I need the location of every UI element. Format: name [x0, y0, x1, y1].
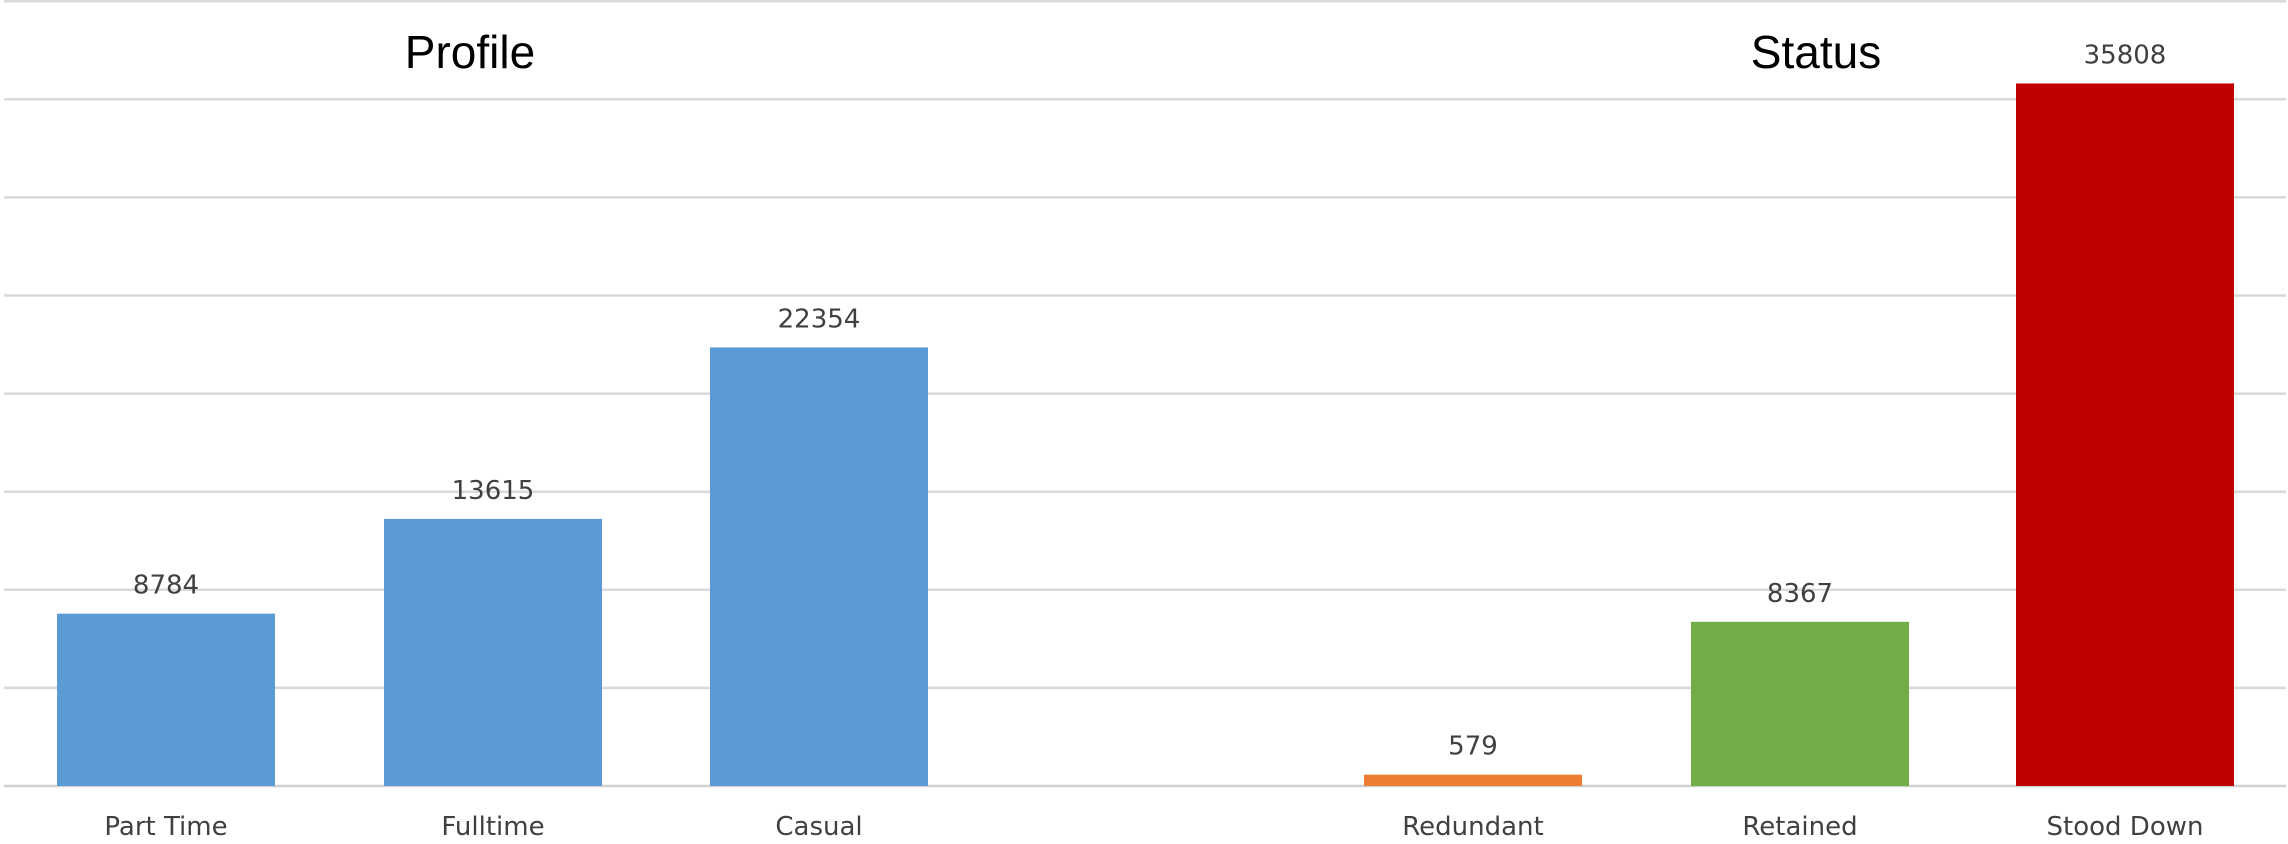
category-label-redundant: Redundant	[1402, 812, 1543, 842]
bar-stood-down	[2016, 83, 2234, 787]
data-label-part-time: 8784	[133, 571, 199, 601]
category-label-fulltime: Fulltime	[441, 812, 544, 842]
data-label-stood-down: 35808	[2084, 40, 2167, 70]
data-label-redundant: 579	[1448, 732, 1498, 762]
bar-part-time	[57, 613, 275, 786]
data-label-retained: 8367	[1767, 579, 1833, 609]
category-label-part-time: Part Time	[104, 812, 227, 842]
bar-retained	[1691, 621, 1909, 786]
category-label-stood-down: Stood Down	[2047, 812, 2204, 842]
bars	[57, 83, 2234, 787]
panel-title-status: Status	[1751, 26, 1881, 78]
category-label-casual: Casual	[775, 812, 862, 842]
data-label-fulltime: 13615	[452, 476, 535, 506]
gridlines	[4, 0, 2286, 788]
category-label-retained: Retained	[1742, 812, 1857, 842]
bar-redundant	[1364, 774, 1582, 786]
panel-title-profile: Profile	[405, 26, 535, 78]
bar-fulltime	[384, 518, 602, 786]
data-label-casual: 22354	[778, 304, 861, 334]
labels: Profile 8784 Part Time 13615 Fulltime 22354 Ca…	[104, 26, 2203, 842]
bar-casual	[710, 347, 928, 786]
